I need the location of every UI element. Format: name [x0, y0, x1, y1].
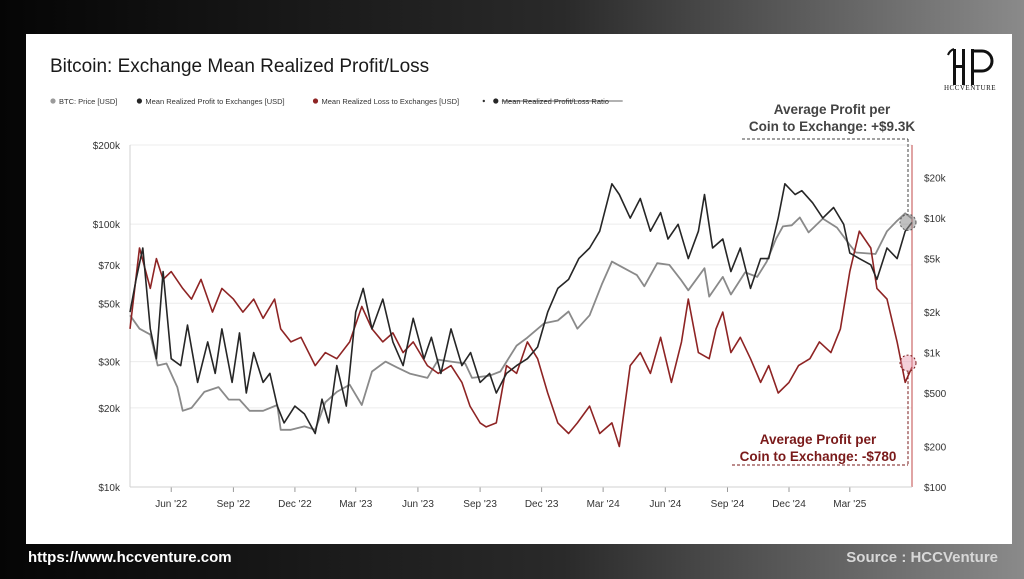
y-left-tick-label: $100k	[93, 220, 121, 231]
chart-title: Bitcoin: Exchange Mean Realized Profit/L…	[50, 56, 430, 77]
legend-label: Mean Realized Profit to Exchanges [USD]	[145, 97, 284, 106]
legend-marker	[493, 98, 499, 104]
hccventure-logo-icon	[947, 48, 994, 85]
legend-marker	[482, 99, 485, 103]
footer-url[interactable]: https://www.hccventure.com	[28, 549, 232, 566]
annotation-profit-line1: Average Profit per	[774, 102, 891, 117]
x-tick-label: Mar '25	[833, 499, 866, 510]
y-left-tick-label: $50k	[98, 299, 121, 310]
y-right-tick-label: $100	[924, 483, 947, 494]
legend-label: BTC: Price [USD]	[59, 97, 117, 106]
series-realized-loss-line	[129, 230, 913, 448]
y-right-tick-label: $500	[924, 389, 947, 400]
annotation-profit-marker	[899, 213, 917, 231]
x-tick-label: Mar '23	[339, 499, 372, 510]
logo-wordmark: HCCVENTURE	[943, 84, 997, 92]
x-tick-label: Jun '22	[155, 499, 187, 510]
chart-svg: $200k $100k $70k $50k $30k $20k $10k $20k $10k $5…	[50, 97, 947, 510]
x-tick-label: Dec '24	[772, 499, 806, 510]
y-left-tick-label: $30k	[98, 358, 121, 369]
y-right-tick-label: $1k	[924, 349, 941, 360]
footer-source: Source : HCCVenture	[846, 549, 998, 566]
legend-marker	[136, 98, 142, 104]
y-right-tick-label: $20k	[924, 174, 947, 185]
y-left-tick-label: $200k	[93, 141, 121, 152]
x-tick-label: Sep '23	[463, 499, 497, 510]
x-tick-label: Jun '24	[649, 499, 681, 510]
x-tick-label: Dec '22	[278, 499, 312, 510]
annotation-loss-line2: Coin to Exchange: -$780	[740, 449, 897, 464]
annotation-loss-marker	[899, 354, 917, 372]
y-right-tick-label: $2k	[924, 308, 941, 319]
legend-label: Mean Realized Profit/Loss Ratio	[502, 97, 609, 106]
x-tick-label: Mar '24	[587, 499, 620, 510]
x-tick-label: Sep '22	[217, 499, 251, 510]
y-left-tick-label: $10k	[98, 483, 121, 494]
x-tick-label: Dec '23	[525, 499, 559, 510]
annotation-profit-line2: Coin to Exchange: +$9.3K	[749, 119, 915, 134]
y-left-tick-label: $70k	[98, 261, 121, 272]
x-tick-label: Jun '23	[402, 499, 434, 510]
legend-label: Mean Realized Loss to Exchanges [USD]	[322, 97, 460, 106]
y-right-tick-label: $200	[924, 443, 947, 454]
y-right-tick-label: $5k	[924, 255, 941, 266]
x-tick-label: Sep '24	[711, 499, 745, 510]
y-right-tick-label: $10k	[924, 214, 947, 225]
legend-marker	[50, 98, 56, 104]
legend-marker	[312, 98, 319, 104]
y-left-tick-label: $20k	[98, 404, 121, 415]
series-btc-price-line	[129, 212, 913, 431]
series-realized-profit-line	[129, 183, 913, 435]
chart-card: Bitcoin: Exchange Mean Realized Profit/L…	[26, 34, 1012, 544]
annotation-loss-line1: Average Profit per	[760, 432, 877, 447]
